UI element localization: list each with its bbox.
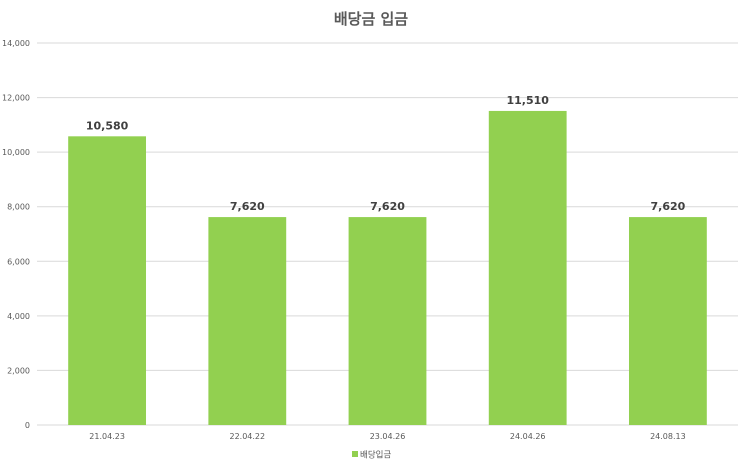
legend: 배당입금 [352, 450, 391, 461]
data-label: 10,580 [86, 119, 129, 132]
data-labels: 10,580 7,620 7,620 11,510 7,620 [86, 94, 686, 213]
bar [208, 217, 287, 425]
y-tick-label: 8,000 [7, 203, 30, 212]
data-label: 7,620 [230, 200, 265, 213]
y-axis-ticks: 0 2,000 4,000 6,000 8,000 10,000 12,000 14,000 [2, 39, 30, 430]
bar [348, 217, 427, 425]
y-tick-label: 4,000 [7, 312, 30, 321]
y-tick-label: 14,000 [2, 39, 30, 48]
legend-swatch [352, 451, 358, 457]
data-label: 7,620 [370, 200, 405, 213]
x-tick-label: 23.04.26 [370, 432, 406, 441]
x-tick-label: 24.08.13 [650, 432, 686, 441]
x-axis-ticks: 21.04.23 22.04.22 23.04.26 24.04.26 24.08.13 [89, 432, 685, 441]
data-label: 7,620 [651, 200, 686, 213]
x-tick-label: 24.04.26 [510, 432, 546, 441]
bar [488, 110, 567, 425]
y-tick-label: 6,000 [7, 257, 30, 266]
chart-title: 배당금 입금 [334, 10, 408, 28]
bars [68, 110, 707, 425]
y-tick-label: 2,000 [7, 366, 30, 375]
y-tick-label: 0 [25, 421, 30, 430]
bar [68, 136, 147, 425]
bar [628, 217, 707, 425]
y-tick-label: 12,000 [2, 94, 30, 103]
x-tick-label: 21.04.23 [89, 432, 125, 441]
x-tick-label: 22.04.22 [229, 432, 265, 441]
legend-label: 배당입금 [360, 450, 391, 461]
data-label: 11,510 [506, 94, 549, 107]
y-tick-label: 10,000 [2, 148, 30, 157]
